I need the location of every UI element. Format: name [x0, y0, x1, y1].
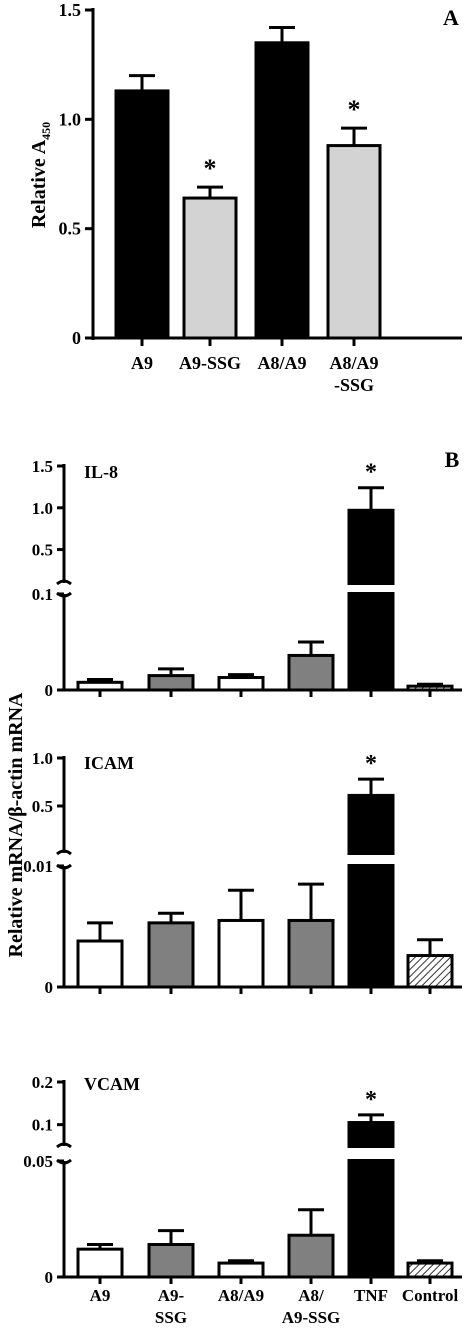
panel-b-vcam-bar — [147, 1243, 195, 1279]
panel-b-il-8-bar — [217, 676, 265, 692]
panel-b-icam-bar — [406, 954, 454, 989]
panel-b-vcam-bar — [406, 1261, 454, 1279]
panel-b-icam-bar — [76, 939, 124, 989]
panel-b-il-8-bar-break-gap — [346, 585, 396, 592]
panel-a-x-tick-label: A9-SSG — [179, 353, 241, 373]
panel-b-il-8-y-tick-label: 1.5 — [32, 457, 53, 476]
panel-b-icam-bar — [347, 793, 395, 989]
panel-b-vcam-axis-break-mark — [56, 1142, 72, 1149]
panel-a-y-axis-label-text: Relative A — [28, 139, 50, 228]
panel-a-y-tick-label: 1.0 — [59, 109, 82, 129]
panel-b-x-tick-label: A9 — [90, 1286, 111, 1305]
panel-b-vcam-bar-break-gap — [346, 1148, 396, 1159]
panel-b-x-tick-label: A8/A9 — [218, 1286, 264, 1305]
panel-b-il-8-label: IL-8 — [84, 462, 118, 482]
panel-b-icam-y-tick-label: 0.5 — [32, 797, 53, 816]
panel-b-il-8-y-tick-label: 1.0 — [32, 499, 53, 518]
panel-b-x-tick-label: A9- — [158, 1286, 185, 1305]
panel-b-x-tick-label: Control — [402, 1286, 459, 1305]
panel-b-x-tick-label: TNF — [354, 1286, 388, 1305]
panel-a-bar — [254, 41, 310, 340]
panel-b-vcam-y-tick-label: 0.2 — [32, 1073, 53, 1092]
panel-a-y-tick-label: 0 — [72, 328, 81, 348]
panel-b-x-tick-label: SSG — [155, 1308, 187, 1327]
panel-a-y-axis-label: Relative A450 — [28, 122, 53, 228]
panel-b-il-8-y-tick-label: 0 — [45, 681, 54, 700]
panel-b-x-tick-label: A9-SSG — [282, 1308, 341, 1327]
panel-b-il-8-bar — [147, 674, 195, 692]
panel-b-vcam-significance: * — [365, 1087, 377, 1113]
panel-b-icam-y-tick-label: 0 — [45, 978, 54, 997]
panel-b-icam-y-tick-label: 0.01 — [23, 857, 53, 876]
panel-b-icam-bar — [287, 918, 335, 989]
panel-a-x-tick-label: A8/A9 — [330, 353, 379, 373]
panel-b-y-axis-label: Relative mRNA/β-actin mRNA — [5, 692, 27, 957]
panel-b-letter: B — [445, 447, 460, 472]
panel-b-x-tick-label: A8/ — [298, 1286, 324, 1305]
panel-b-il-8-significance: * — [365, 460, 377, 486]
panel-b-vcam-y-tick-label: 0.1 — [32, 1116, 53, 1135]
panel-b-vcam-bar — [347, 1121, 395, 1279]
panel-b-vcam-y-tick-label: 0.05 — [23, 1152, 53, 1171]
panel-b-icam-axis-break-mark — [56, 849, 72, 856]
panel-a-bar — [326, 144, 382, 340]
panel-a-letter: A — [443, 5, 459, 30]
panel-a-significance: * — [204, 154, 217, 183]
panel-b-il-8-y-tick-label: 0.1 — [32, 585, 53, 604]
panel-b-vcam-bar — [76, 1247, 124, 1279]
panel-a-x-tick-label: A9 — [131, 353, 153, 373]
panel-a-y-tick-label: 0.5 — [59, 219, 82, 239]
panel-a-bar — [182, 196, 238, 340]
panel-a-x-tick-label: A8/A9 — [258, 353, 307, 373]
panel-b-il-8-axis-break-mark — [56, 579, 72, 586]
panel-b-vcam-label: VCAM — [84, 1074, 140, 1094]
panel-b-icam-bar — [147, 921, 195, 989]
panel-b-icam-significance: * — [365, 751, 377, 777]
panel-a-y-tick-label: 1.5 — [59, 0, 82, 20]
panel-a-bar — [114, 89, 170, 340]
panel-a-x-tick-label: -SSG — [334, 375, 374, 395]
panel-b-il-8-bar — [287, 653, 335, 692]
panel-a-y-axis-label-subscript: 450 — [39, 122, 53, 140]
panel-b-vcam-bar — [217, 1261, 265, 1279]
panel-b-vcam-y-tick-label: 0 — [45, 1268, 54, 1287]
panel-b-vcam-bar — [287, 1233, 335, 1279]
panel-b-il-8-bar — [406, 684, 454, 692]
panel-b-icam-label: ICAM — [84, 753, 134, 773]
panel-b-il-8-bar — [347, 508, 395, 692]
panel-b-icam-bar — [217, 918, 265, 989]
panel-b-il-8-y-tick-label: 0.5 — [32, 541, 53, 560]
panel-b-icam-bar-break-gap — [346, 855, 396, 864]
panel-b-il-8-bar — [76, 680, 124, 692]
panel-a-significance: * — [348, 95, 361, 124]
panel-b-icam-y-tick-label: 1.0 — [32, 749, 53, 768]
